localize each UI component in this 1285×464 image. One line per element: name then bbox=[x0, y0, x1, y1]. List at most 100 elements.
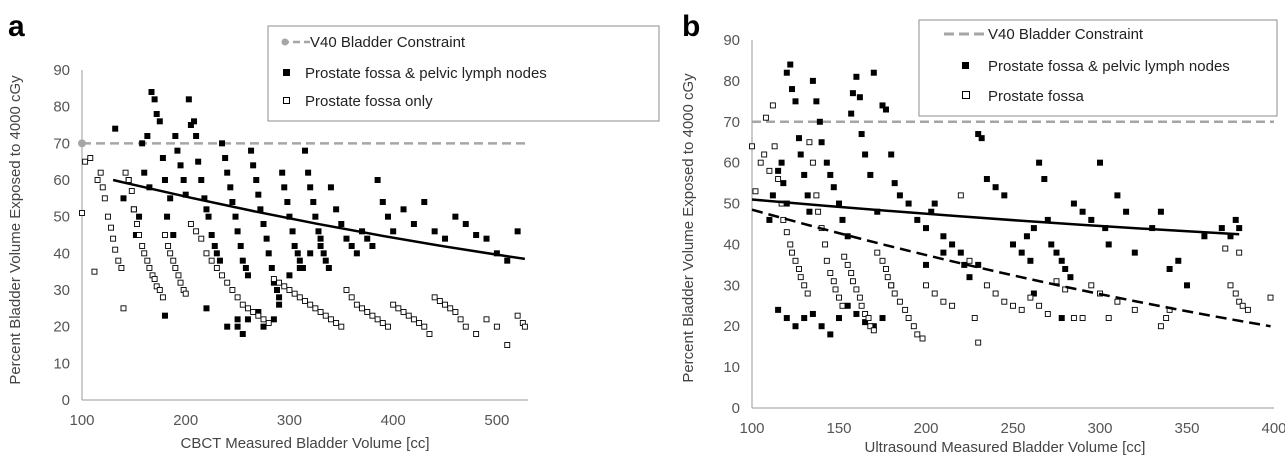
panel-b-open-point bbox=[766, 167, 773, 174]
panel-b-filled-point bbox=[1070, 200, 1077, 207]
panel-b-y-tick-label: 20 bbox=[723, 318, 740, 335]
panel-b-filled-point bbox=[1030, 225, 1037, 232]
panel-a-filled-point bbox=[514, 228, 521, 235]
panel-b-open-point bbox=[1044, 311, 1051, 317]
panel-a-filled-point bbox=[141, 169, 148, 176]
panel-a-y-tick-label: 30 bbox=[53, 282, 70, 299]
panel-a-y-tick-label: 0 bbox=[62, 392, 70, 409]
panel-b-filled-point bbox=[940, 233, 947, 240]
panel-b-filled-point bbox=[1062, 265, 1069, 272]
panel-b-filled-point bbox=[1123, 208, 1130, 215]
panel-a-open-point bbox=[175, 272, 182, 279]
panel-b-filled-point bbox=[849, 90, 856, 97]
panel-a-open-point bbox=[348, 294, 355, 301]
panel-a-open-point bbox=[369, 312, 376, 319]
panel-b-open-point bbox=[769, 102, 776, 109]
panel-b-filled-point bbox=[797, 151, 804, 158]
panel-a-filled-point bbox=[193, 133, 200, 139]
panel-b-open-point bbox=[905, 315, 912, 321]
panel-b-open-point bbox=[1239, 302, 1246, 309]
panel-a-filled-point bbox=[286, 213, 293, 220]
panel-a-open-point bbox=[400, 309, 407, 315]
panel-a-filled-point bbox=[379, 199, 386, 205]
panel-a-constraint-marker bbox=[78, 139, 86, 148]
panel-a-open-point bbox=[91, 268, 98, 275]
panel-b-x-tick-label: 350 bbox=[1174, 420, 1199, 437]
panel-a-open-point bbox=[213, 265, 220, 271]
panel-a-filled-point bbox=[161, 312, 168, 319]
panel-b-open-point bbox=[879, 257, 886, 264]
panel-a-open-point bbox=[327, 316, 334, 323]
panel-b-label: b bbox=[682, 10, 700, 43]
panel-a-filled-point bbox=[185, 96, 192, 103]
panel-b-x-tick-label: 200 bbox=[913, 420, 938, 437]
panel-b-y-axis-title: Percent Bladder Volume Exposed to 4000 c… bbox=[680, 73, 697, 383]
panel-b-trendline-dashed bbox=[751, 208, 1271, 328]
legend-b-open-marker bbox=[962, 91, 970, 99]
panel-b-filled-point bbox=[914, 216, 921, 223]
panel-a-open-point bbox=[462, 323, 469, 330]
panel-b-open-point bbox=[896, 298, 903, 305]
panel-b-open-point bbox=[975, 339, 982, 346]
panel-b-filled-point bbox=[992, 184, 999, 191]
panel-b-filled-point bbox=[1166, 265, 1173, 272]
panel-b-filled-point bbox=[836, 315, 842, 322]
panel-b-filled-point bbox=[839, 216, 846, 223]
panel-b-open-point bbox=[1070, 315, 1077, 321]
panel-a-filled-point bbox=[174, 147, 181, 154]
panel-a-open-point bbox=[130, 206, 137, 213]
panel-b-filled-point bbox=[879, 102, 886, 109]
panel-a-open-point bbox=[338, 323, 345, 330]
panel-b-open-point bbox=[849, 278, 856, 285]
panel-a-open-point bbox=[265, 320, 272, 326]
panel-a-open-point bbox=[87, 155, 94, 161]
panel-a-filled-point bbox=[156, 118, 163, 125]
panel-b-filled-point bbox=[795, 135, 802, 142]
panel-a-filled-point bbox=[257, 206, 264, 213]
panel-b-filled-point bbox=[957, 249, 964, 256]
panel-a-filled-point bbox=[310, 199, 317, 205]
panel-b-open-point bbox=[1131, 306, 1138, 313]
panel-b-open-point bbox=[848, 270, 855, 277]
panel-a-filled-point bbox=[177, 162, 184, 169]
panel-a-filled-point bbox=[473, 232, 480, 238]
panel-b-filled-point bbox=[844, 233, 851, 240]
panel-b-filled-point bbox=[975, 131, 982, 138]
panel-b-filled-point bbox=[874, 208, 881, 215]
panel-a-filled-point bbox=[201, 195, 208, 202]
panel-b-open-point bbox=[787, 241, 794, 248]
panel-a-filled-point bbox=[462, 221, 469, 227]
panel-a-filled-point bbox=[161, 177, 168, 183]
panel-b-filled-point bbox=[1227, 233, 1234, 240]
panel-a-open-point bbox=[79, 210, 85, 216]
panel-a-filled-point bbox=[167, 195, 174, 202]
panel-a-filled-point bbox=[234, 228, 241, 235]
panel-a-y-tick-label: 60 bbox=[53, 172, 70, 189]
panel-b-x-tick-label: 100 bbox=[739, 420, 764, 437]
panel-b-filled-point bbox=[853, 310, 860, 317]
panel-b-x-tick-label: 250 bbox=[1000, 420, 1025, 437]
panel-a-open-point bbox=[291, 290, 298, 297]
panel-b-filled-point bbox=[804, 192, 811, 199]
panel-b-filled-point bbox=[888, 151, 895, 158]
panel-a-open-point bbox=[521, 323, 528, 330]
panel-b-open-point bbox=[804, 290, 811, 297]
panel-a-filled-point bbox=[112, 125, 119, 132]
panel-a-open-point bbox=[255, 312, 262, 319]
panel-a-y-tick-label: 90 bbox=[53, 62, 70, 79]
panel-a-open-point bbox=[234, 294, 241, 301]
panel-b-open-point bbox=[902, 306, 909, 313]
panel-b-open-point bbox=[796, 266, 802, 272]
panel-b-open-point bbox=[1227, 282, 1234, 289]
panel-a-filled-point bbox=[211, 243, 218, 249]
panel-a-filled-point bbox=[151, 96, 158, 103]
panel-a-open-point bbox=[128, 188, 135, 194]
panel-a-filled-point bbox=[281, 184, 288, 191]
panel-a-filled-point bbox=[322, 257, 329, 264]
panel-a-filled-point bbox=[159, 155, 166, 161]
panel-b-filled-point bbox=[1175, 257, 1182, 264]
panel-a-filled-point bbox=[213, 250, 220, 257]
panel-b-filled-point bbox=[949, 241, 956, 248]
panel-a-filled-point bbox=[219, 140, 226, 147]
